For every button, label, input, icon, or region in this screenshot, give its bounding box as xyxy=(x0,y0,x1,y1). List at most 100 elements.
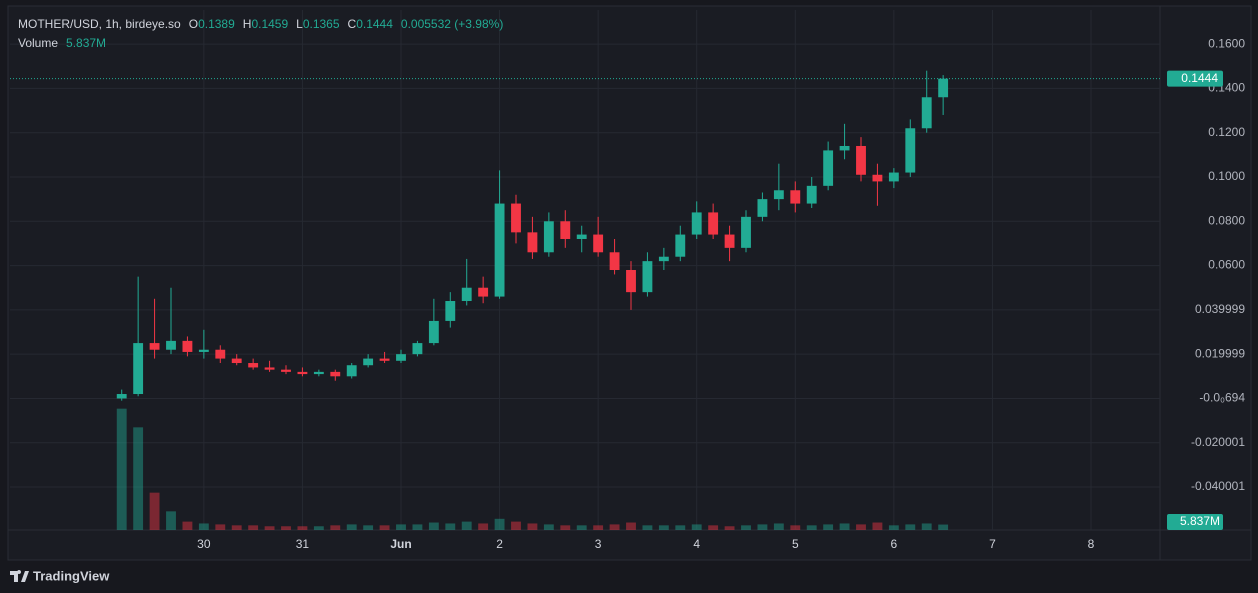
volume-bar xyxy=(363,525,374,530)
volume-bar xyxy=(215,524,226,530)
candle-body xyxy=(527,232,538,253)
y-tick-label: 0.039999 xyxy=(1195,302,1245,316)
volume-bar xyxy=(116,408,127,530)
volume-bar xyxy=(691,524,702,530)
volume-bar xyxy=(281,526,291,530)
candle-body xyxy=(313,371,324,375)
candle-body xyxy=(346,365,357,377)
volume-bar xyxy=(543,524,554,530)
volume-bar xyxy=(609,524,620,530)
last-price-badge xyxy=(1167,70,1223,87)
last-price-label: 0.1444 xyxy=(1181,71,1218,85)
candle-body xyxy=(609,252,620,270)
close-label: C xyxy=(348,17,357,31)
volume-bar xyxy=(773,523,784,530)
x-tick-label: 8 xyxy=(1088,537,1095,551)
x-tick-label: 30 xyxy=(197,537,211,551)
open: 0.1389 xyxy=(198,17,235,31)
volume-bar xyxy=(379,525,390,530)
volume-bar xyxy=(461,521,472,530)
candle-body xyxy=(872,174,883,182)
candle-body xyxy=(757,199,768,217)
y-tick-label: 0.1200 xyxy=(1208,125,1245,139)
candles xyxy=(116,70,949,401)
x-tick-label: 6 xyxy=(891,537,898,551)
volume-bar xyxy=(396,524,406,530)
candle-body xyxy=(478,287,489,297)
candle-body xyxy=(675,234,686,257)
volume-bar xyxy=(166,511,176,530)
symbol-text: MOTHER/USD, 1h, birdeye.so xyxy=(18,17,181,31)
y-tick-label: -0.0₀694 xyxy=(1199,391,1245,405)
candle-body xyxy=(921,97,932,129)
low: 0.1365 xyxy=(303,17,340,31)
logo-icon xyxy=(10,570,29,582)
volume-bar xyxy=(494,518,505,530)
volume-legend: Volume 5.837M xyxy=(18,36,106,50)
candle-body xyxy=(905,128,916,173)
x-tick-label: 3 xyxy=(595,537,602,551)
x-tick-label: 31 xyxy=(296,537,310,551)
volume-bar xyxy=(346,524,357,530)
volume-bar xyxy=(560,525,571,530)
candle-body xyxy=(396,354,406,361)
x-tick-label: 2 xyxy=(496,537,503,551)
candle-body xyxy=(330,371,341,377)
high-label: H xyxy=(243,17,252,31)
volume-bar xyxy=(264,526,275,530)
candle-body xyxy=(576,234,587,239)
volume-bar xyxy=(905,524,916,530)
volume-bar xyxy=(248,525,259,530)
volume-bar xyxy=(412,524,423,530)
volume-bar xyxy=(642,525,653,530)
volume-bar xyxy=(757,524,768,530)
candle-body xyxy=(248,363,259,368)
volume-bar xyxy=(198,523,209,530)
candle-body xyxy=(363,358,374,366)
open-label: O xyxy=(189,17,198,31)
volume-bar xyxy=(576,525,587,530)
volume-bar xyxy=(133,427,144,530)
candle-body xyxy=(166,340,176,350)
candle-body xyxy=(658,256,669,262)
candle-body xyxy=(724,234,735,248)
volume-bar xyxy=(511,521,521,530)
candle-body xyxy=(773,190,784,200)
volume-badge xyxy=(1167,514,1223,530)
candle-body xyxy=(281,369,291,372)
candle-body xyxy=(494,203,505,297)
volume-bar xyxy=(149,492,160,530)
volume-bar xyxy=(428,522,439,530)
x-tick-label: 7 xyxy=(989,537,996,551)
tradingview-logo: TradingView xyxy=(10,568,110,583)
volume-bar xyxy=(856,524,866,530)
candle-body xyxy=(938,78,949,98)
volume-bar xyxy=(724,526,735,530)
volume-label: Volume xyxy=(18,36,58,50)
volume-bar xyxy=(708,525,719,530)
volume-bar xyxy=(921,523,932,530)
candle-body xyxy=(379,358,390,361)
brand: TradingView xyxy=(33,568,110,583)
candle-body xyxy=(856,145,866,175)
y-tick-label: -0.040001 xyxy=(1191,479,1245,493)
candle-body xyxy=(741,216,751,248)
volume-bar xyxy=(938,524,949,530)
candle-body xyxy=(461,287,472,302)
volume-bar xyxy=(478,523,489,530)
y-tick-label: 0.1600 xyxy=(1208,36,1245,50)
candle-body xyxy=(182,340,193,352)
candle-body xyxy=(116,394,127,399)
y-tick-label: 0.019999 xyxy=(1195,346,1245,360)
low-label: L xyxy=(296,17,303,31)
volume-bar xyxy=(823,524,834,530)
grid xyxy=(10,10,1160,530)
candle-body xyxy=(231,358,242,364)
candle-body xyxy=(198,349,209,352)
labels: 0.16000.14000.12000.10000.08000.06000.03… xyxy=(10,36,1245,551)
volume-bar xyxy=(231,525,242,530)
volume-bar xyxy=(872,522,883,530)
x-tick-label: 5 xyxy=(792,537,799,551)
